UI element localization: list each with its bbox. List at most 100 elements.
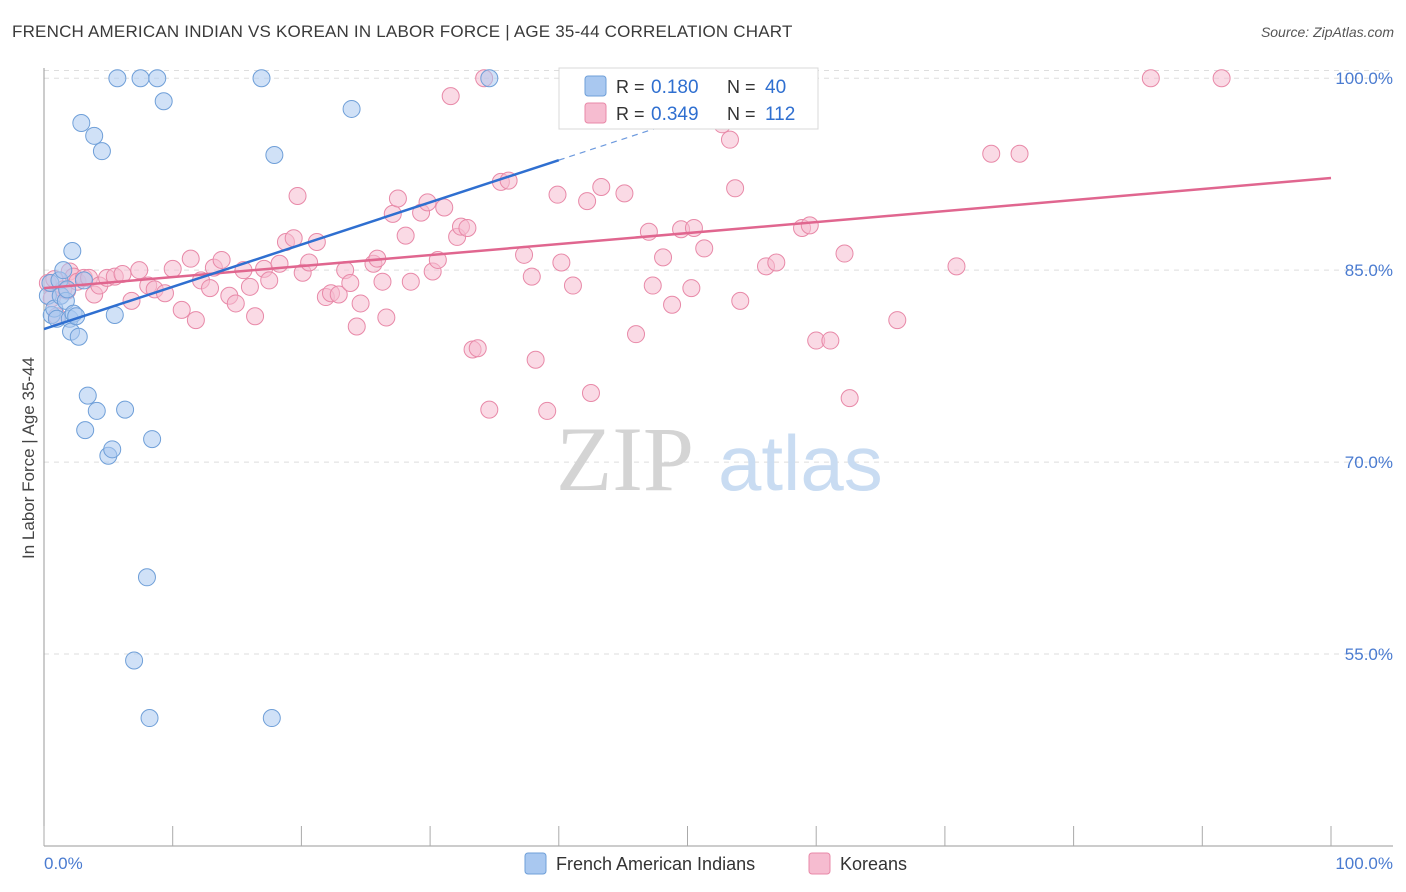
legend-n-value: 40: [765, 77, 786, 98]
legend-swatch-pink: [584, 102, 607, 124]
korean-point: [821, 331, 840, 350]
y-tick-label: 70.0%: [1345, 453, 1393, 472]
korean-point: [226, 294, 245, 313]
korean-point: [526, 350, 545, 369]
french-american-indian-trend-line: [43, 158, 560, 331]
korean-point: [329, 285, 348, 304]
korean-point: [300, 253, 319, 272]
correlation-legend: R = 0.180 N = 40 R = 0.349 N = 112: [558, 67, 819, 130]
bottom-legend-label-pink: Koreans: [840, 854, 907, 874]
korean-point: [947, 257, 966, 276]
korean-point: [1212, 69, 1231, 88]
korean-point: [515, 245, 534, 264]
korean-trend-line: [43, 176, 1332, 290]
gridlines: [44, 70, 1393, 655]
korean-point: [538, 401, 557, 420]
french-american-indian-point: [54, 261, 73, 280]
korean-point: [627, 325, 646, 344]
korean-point: [388, 189, 407, 208]
korean-point: [840, 389, 859, 408]
bottom-legend-swatch-blue: [524, 852, 547, 875]
french-american-indian-point: [252, 69, 271, 88]
french-american-indian-point: [87, 401, 106, 420]
french-american-indian-point: [103, 440, 122, 459]
y-axis-label: In Labor Force | Age 35-44: [19, 357, 38, 559]
watermark: ZIP atlas: [556, 408, 883, 510]
korean-point: [663, 295, 682, 314]
korean-point: [592, 178, 611, 197]
french-american-indian-point: [69, 327, 88, 346]
x-tick-label: 100.0%: [1335, 854, 1393, 873]
x-tick-labels: 0.0% 100.0%: [44, 854, 1393, 873]
korean-point: [480, 400, 499, 419]
korean-point: [982, 144, 1001, 163]
korean-point: [800, 216, 819, 235]
french-american-indian-point: [85, 126, 104, 145]
watermark-atlas: atlas: [718, 419, 883, 507]
korean-point: [163, 259, 182, 278]
french-american-indian-point: [342, 99, 361, 118]
korean-point: [578, 192, 597, 211]
french-american-indian-point: [148, 69, 167, 88]
korean-point: [396, 226, 415, 245]
korean-point: [654, 248, 673, 267]
source-credit: Source: ZipAtlas.com: [1260, 24, 1394, 40]
french-american-indian-point: [92, 142, 111, 161]
korean-point: [441, 87, 460, 106]
korean-point: [522, 267, 541, 286]
legend-n-label: N =: [727, 104, 756, 124]
korean-point: [246, 307, 265, 326]
french-american-indian-point: [262, 709, 281, 728]
korean-point: [260, 271, 279, 290]
korean-point: [341, 273, 360, 292]
korean-point: [373, 272, 392, 291]
korean-point: [726, 179, 745, 198]
legend-n-label: N =: [727, 77, 756, 97]
korean-point: [240, 277, 259, 296]
french-american-indian-point: [154, 92, 173, 111]
french-american-indian-point: [58, 280, 77, 299]
french-american-indian-point: [72, 114, 91, 133]
french-american-indian-point: [76, 421, 95, 440]
korean-point: [720, 130, 739, 149]
axes: [43, 68, 1393, 847]
y-tick-labels: 100.0% 85.0% 70.0% 55.0%: [1335, 69, 1393, 664]
legend-r-value: 0.349: [651, 104, 699, 125]
korean-point: [201, 279, 220, 298]
legend-r-label: R =: [616, 104, 645, 124]
korean-point: [458, 218, 477, 237]
korean-point: [181, 249, 200, 268]
korean-point: [401, 272, 420, 291]
korean-point: [888, 311, 907, 330]
korean-point: [643, 276, 662, 295]
legend-swatch-blue: [584, 75, 607, 97]
korean-point: [731, 291, 750, 310]
korean-point: [130, 261, 149, 280]
french-american-indian-point: [480, 69, 499, 88]
korean-point: [212, 250, 231, 269]
y-tick-label: 85.0%: [1345, 261, 1393, 280]
french-american-indian-point: [265, 146, 284, 165]
korean-point: [377, 308, 396, 327]
bottom-legend-swatch-pink: [808, 852, 831, 875]
legend-n-value: 112: [765, 104, 795, 125]
korean-point: [552, 253, 571, 272]
bottom-legend: French American Indians Koreans: [524, 852, 907, 875]
korean-point: [695, 239, 714, 258]
legend-r-value: 0.180: [651, 77, 699, 98]
y-tick-label: 55.0%: [1345, 645, 1393, 664]
korean-point: [468, 339, 487, 358]
korean-point: [351, 294, 370, 313]
y-tick-label: 100.0%: [1335, 69, 1393, 88]
korean-point: [615, 184, 634, 203]
korean-point: [172, 300, 191, 319]
french-american-indian-point: [125, 651, 144, 670]
french-american-indian-point: [108, 69, 127, 88]
french-american-indian-point: [116, 400, 135, 419]
korean-point: [270, 254, 289, 273]
french-american-indian-point: [78, 386, 97, 405]
french-american-indian-point: [137, 568, 156, 587]
x-tick-label: 0.0%: [44, 854, 83, 873]
korean-point: [835, 244, 854, 263]
